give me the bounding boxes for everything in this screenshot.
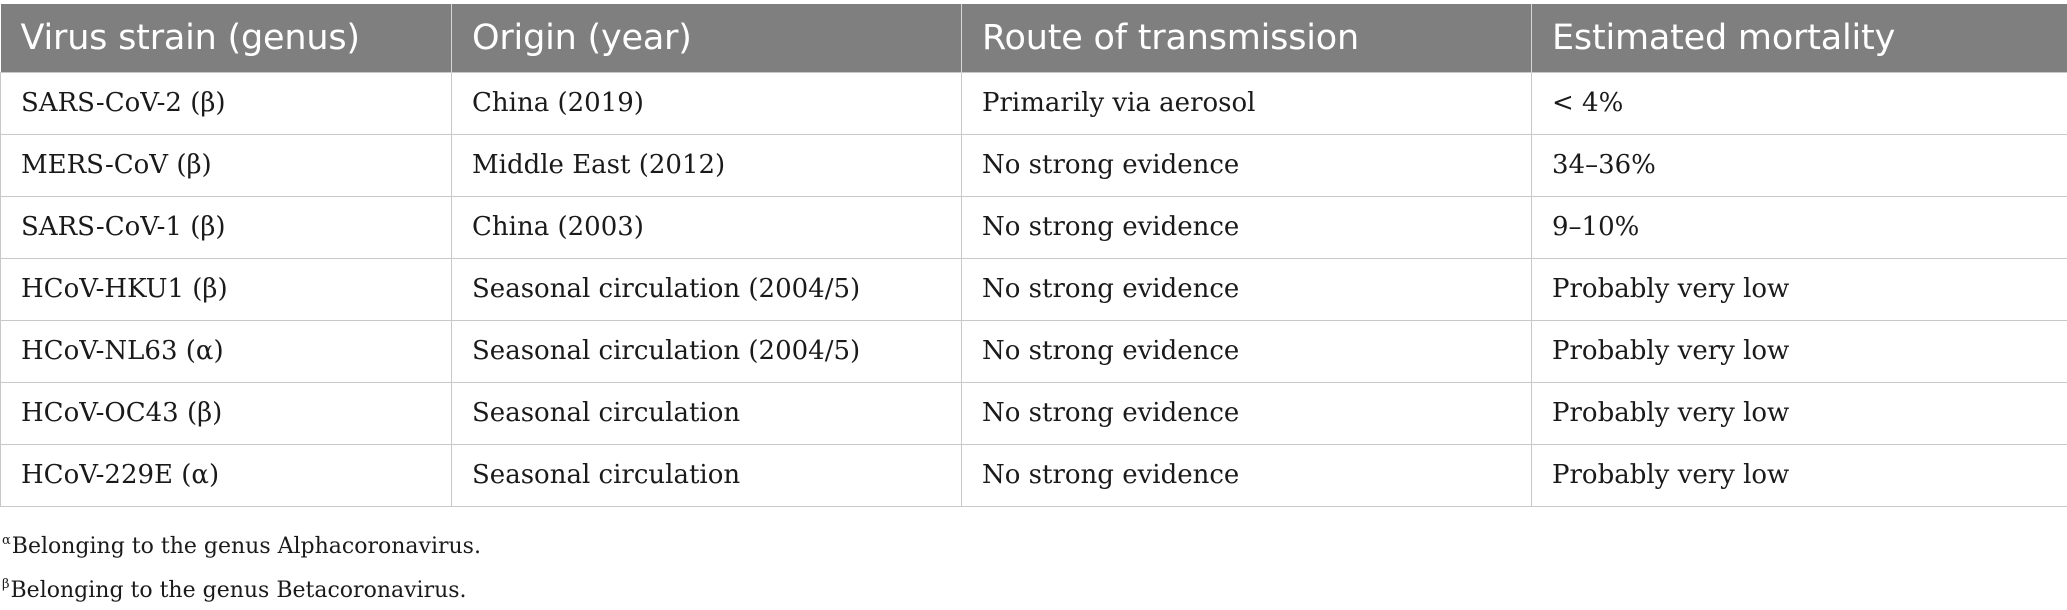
cell-mortality: Probably very low xyxy=(1532,382,2067,444)
header-route: Route of transmission xyxy=(962,4,1532,72)
coronavirus-table-container: Virus strain (genus) Origin (year) Route… xyxy=(0,4,2067,507)
cell-mortality: 34–36% xyxy=(1532,134,2067,196)
cell-origin: Seasonal circulation xyxy=(452,444,962,506)
cell-mortality: Probably very low xyxy=(1532,444,2067,506)
header-virus-strain: Virus strain (genus) xyxy=(1,4,452,72)
cell-virus-strain: HCoV-HKU1 (β) xyxy=(1,258,452,320)
coronavirus-table: Virus strain (genus) Origin (year) Route… xyxy=(0,4,2067,507)
cell-virus-strain: HCoV-OC43 (β) xyxy=(1,382,452,444)
cell-route: No strong evidence xyxy=(962,320,1532,382)
footnote-marker: α xyxy=(2,533,11,548)
cell-mortality: 9–10% xyxy=(1532,196,2067,258)
table-row: SARS-CoV-1 (β) China (2003) No strong ev… xyxy=(1,196,2067,258)
table-row: HCoV-NL63 (α) Seasonal circulation (2004… xyxy=(1,320,2067,382)
header-mortality: Estimated mortality xyxy=(1532,4,2067,72)
table-row: MERS-CoV (β) Middle East (2012) No stron… xyxy=(1,134,2067,196)
cell-origin: Middle East (2012) xyxy=(452,134,962,196)
cell-mortality: Probably very low xyxy=(1532,320,2067,382)
cell-mortality: < 4% xyxy=(1532,72,2067,134)
footnote-text: Belonging to the genus Alphacoronavirus. xyxy=(12,534,481,559)
cell-mortality: Probably very low xyxy=(1532,258,2067,320)
cell-origin: Seasonal circulation (2004/5) xyxy=(452,320,962,382)
cell-virus-strain: MERS-CoV (β) xyxy=(1,134,452,196)
table-row: HCoV-HKU1 (β) Seasonal circulation (2004… xyxy=(1,258,2067,320)
table-header: Virus strain (genus) Origin (year) Route… xyxy=(1,4,2067,72)
cell-route: Primarily via aerosol xyxy=(962,72,1532,134)
cell-origin: Seasonal circulation xyxy=(452,382,962,444)
cell-route: No strong evidence xyxy=(962,444,1532,506)
cell-virus-strain: SARS-CoV-2 (β) xyxy=(1,72,452,134)
cell-origin: China (2003) xyxy=(452,196,962,258)
table-body: SARS-CoV-2 (β) China (2019) Primarily vi… xyxy=(1,72,2067,506)
header-row: Virus strain (genus) Origin (year) Route… xyxy=(1,4,2067,72)
footnote-alpha: αBelonging to the genus Alphacoronavirus… xyxy=(2,522,481,566)
cell-virus-strain: HCoV-229E (α) xyxy=(1,444,452,506)
table-row: SARS-CoV-2 (β) China (2019) Primarily vi… xyxy=(1,72,2067,134)
cell-virus-strain: SARS-CoV-1 (β) xyxy=(1,196,452,258)
table-row: HCoV-229E (α) Seasonal circulation No st… xyxy=(1,444,2067,506)
footnote-marker: β xyxy=(2,577,10,592)
cell-route: No strong evidence xyxy=(962,134,1532,196)
footnote-text: Belonging to the genus Betacoronavirus. xyxy=(11,578,467,603)
footnote-beta: βBelonging to the genus Betacoronavirus. xyxy=(2,566,481,610)
cell-route: No strong evidence xyxy=(962,258,1532,320)
header-origin: Origin (year) xyxy=(452,4,962,72)
cell-origin: China (2019) xyxy=(452,72,962,134)
cell-virus-strain: HCoV-NL63 (α) xyxy=(1,320,452,382)
cell-route: No strong evidence xyxy=(962,196,1532,258)
cell-origin: Seasonal circulation (2004/5) xyxy=(452,258,962,320)
cell-route: No strong evidence xyxy=(962,382,1532,444)
table-row: HCoV-OC43 (β) Seasonal circulation No st… xyxy=(1,382,2067,444)
